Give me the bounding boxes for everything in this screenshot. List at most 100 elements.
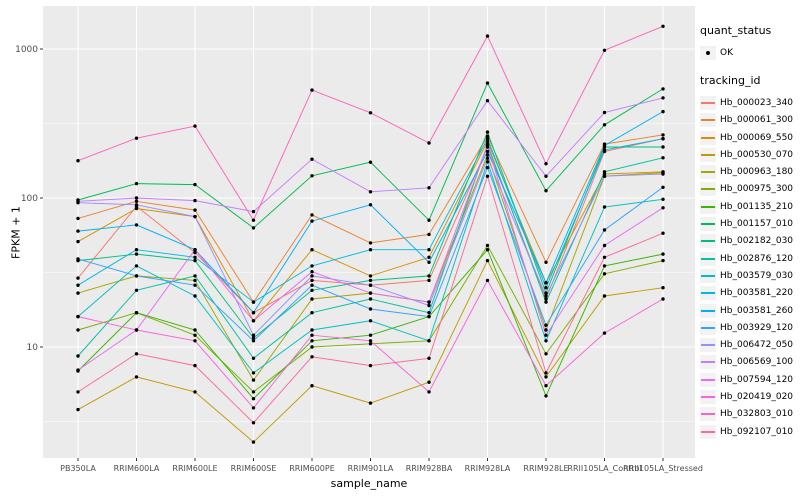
data-point xyxy=(193,198,197,203)
data-point xyxy=(661,109,665,114)
data-point xyxy=(661,297,665,301)
legend-item-Hb_006569_100: Hb_006569_100 xyxy=(700,354,800,371)
data-point xyxy=(427,141,431,145)
data-point xyxy=(427,339,431,343)
legend-item-label: Hb_003579_030 xyxy=(720,270,794,281)
legend-item-Hb_000963_180: Hb_000963_180 xyxy=(700,163,800,180)
data-point xyxy=(544,174,548,178)
data-point xyxy=(134,264,139,268)
data-point xyxy=(368,401,373,405)
legend-key-line-icon xyxy=(700,372,716,387)
legend-key-line-icon xyxy=(700,130,716,145)
data-point xyxy=(427,255,431,259)
data-point xyxy=(251,311,256,315)
legend-item-Hb_001135_210: Hb_001135_210 xyxy=(700,198,800,215)
data-point xyxy=(251,397,256,401)
data-point xyxy=(661,286,665,290)
data-point xyxy=(134,206,139,211)
legend-key-line-icon xyxy=(700,407,716,422)
legend-item-label: Hb_003581_260 xyxy=(720,305,794,316)
data-point xyxy=(134,199,139,203)
data-point xyxy=(661,156,665,160)
data-point xyxy=(76,229,80,233)
data-point xyxy=(427,232,431,237)
data-point xyxy=(427,356,431,360)
data-point xyxy=(661,96,665,100)
data-point xyxy=(544,375,548,379)
data-point xyxy=(134,288,139,292)
legend-item-Hb_000061_300: Hb_000061_300 xyxy=(700,112,800,129)
data-point xyxy=(134,352,139,356)
data-point xyxy=(368,363,373,368)
data-point xyxy=(310,264,314,268)
data-point xyxy=(76,328,80,332)
data-point xyxy=(193,250,197,255)
data-point xyxy=(485,149,490,154)
legend-item-Hb_092107_010: Hb_092107_010 xyxy=(700,423,800,440)
x-tick-label: RRIM600LE xyxy=(172,464,217,473)
legend-item-label: Hb_020419_020 xyxy=(720,391,794,402)
data-point xyxy=(76,283,80,287)
data-point xyxy=(485,248,490,252)
data-point xyxy=(368,278,373,283)
data-point xyxy=(193,255,197,259)
data-point xyxy=(76,239,80,244)
legend-item-label: Hb_001135_210 xyxy=(720,201,794,212)
data-point xyxy=(368,274,373,278)
legend-item-Hb_001157_010: Hb_001157_010 xyxy=(700,215,800,232)
data-point xyxy=(544,384,548,388)
data-point xyxy=(310,328,314,332)
data-point xyxy=(134,248,139,252)
data-point xyxy=(427,300,431,304)
legend-title-tracking-id: tracking_id xyxy=(700,74,761,88)
data-point xyxy=(76,314,80,319)
data-point xyxy=(193,248,197,252)
data-point xyxy=(310,384,314,388)
data-point xyxy=(485,243,490,248)
data-point xyxy=(602,48,607,52)
data-point xyxy=(485,153,490,157)
legend-key-line-icon xyxy=(700,303,716,318)
data-point xyxy=(251,226,256,230)
legend-item-label: Hb_002182_030 xyxy=(720,236,794,247)
data-point xyxy=(544,333,548,337)
data-point xyxy=(602,272,607,276)
legend-tracking-id-items: Hb_000023_340 Hb_000061_300 Hb_000069_550 H… xyxy=(700,94,800,440)
legend-item-Hb_006472_050: Hb_006472_050 xyxy=(700,336,800,353)
data-point xyxy=(310,219,314,223)
legend-key-line-icon xyxy=(700,251,716,266)
data-point xyxy=(368,241,373,245)
data-point xyxy=(427,260,431,264)
data-point xyxy=(602,110,607,115)
data-point xyxy=(134,223,139,227)
data-point xyxy=(310,333,314,337)
data-point xyxy=(193,258,197,263)
legend-item-label: Hb_003581_220 xyxy=(720,288,794,299)
data-point xyxy=(368,333,373,337)
data-point xyxy=(310,288,314,292)
legend-title-quant-status: quant_status xyxy=(700,24,772,37)
legend-item-Hb_003581_220: Hb_003581_220 xyxy=(700,285,800,302)
data-point xyxy=(485,174,490,178)
data-point xyxy=(661,185,665,189)
data-point xyxy=(368,111,373,115)
legend-item-Hb_032803_010: Hb_032803_010 xyxy=(700,406,800,423)
legend-item-label: Hb_006569_100 xyxy=(720,357,794,368)
data-point xyxy=(251,333,256,337)
data-point xyxy=(485,134,490,138)
data-point xyxy=(427,390,431,394)
data-point xyxy=(310,174,314,178)
data-point xyxy=(544,162,548,166)
x-tick-label: RRIM600LA xyxy=(114,464,160,473)
data-point xyxy=(544,260,548,264)
data-point xyxy=(661,252,665,256)
data-point xyxy=(76,291,80,295)
data-point xyxy=(193,274,197,278)
data-point xyxy=(251,421,256,425)
legend-item-Hb_003579_030: Hb_003579_030 xyxy=(700,267,800,284)
legend-item-Hb_003929_120: Hb_003929_120 xyxy=(700,319,800,336)
data-point xyxy=(193,283,197,287)
data-point xyxy=(602,331,607,335)
legend-key-line-icon xyxy=(700,165,716,180)
y-tick-label: 100 xyxy=(21,194,38,204)
